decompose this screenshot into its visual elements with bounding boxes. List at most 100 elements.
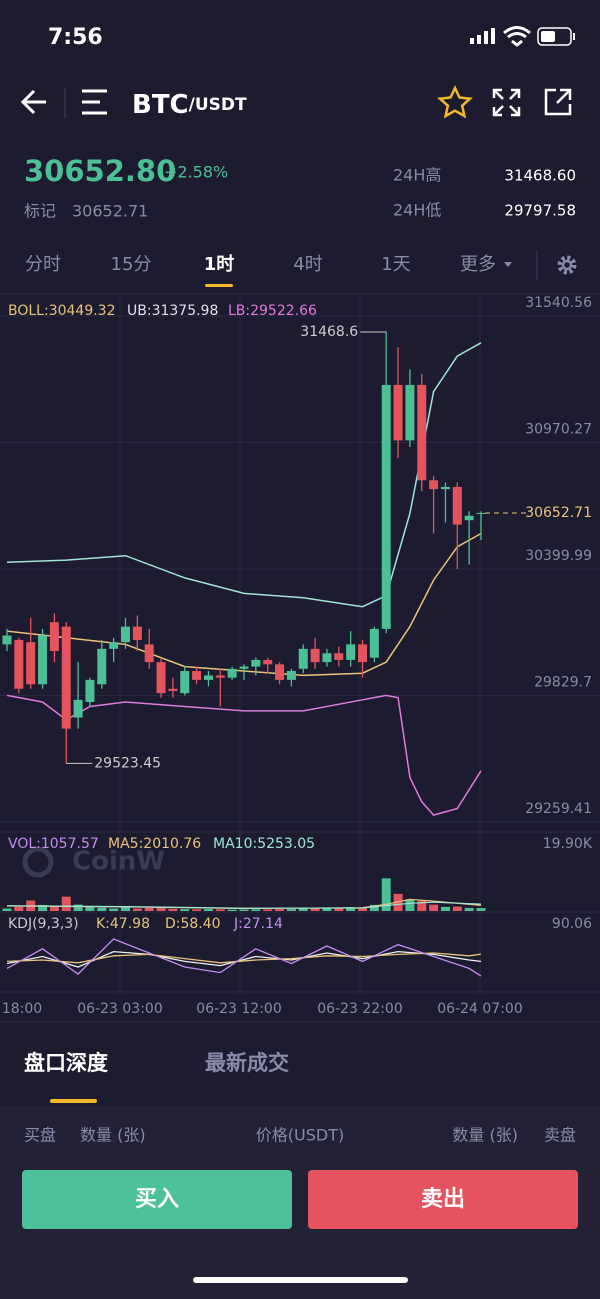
candle-body [239,666,249,669]
price-change: +2.58% [164,163,228,182]
max-label: 31468.6 [300,324,358,340]
kdj-legend: KDJ(9,3,3) [8,916,79,932]
bottom-tab[interactable]: 盘口深度 [24,1051,108,1075]
low-label: 24H低 [393,201,441,220]
home-indicator [193,1277,408,1283]
column-header: 数量 (张) [452,1126,518,1145]
y-tick-label: 31540.56 [525,295,592,311]
kdj-line [6,952,482,964]
candle-body [369,628,379,658]
candle-body [192,671,202,680]
bottom-tab[interactable]: 最新成交 [205,1051,289,1075]
kdj-legend: K:47.98 [96,916,150,932]
interval-tab[interactable]: 1天 [381,254,410,275]
min-label: 29523.45 [94,755,161,771]
high-label: 24H高 [393,166,441,185]
volume-legend: MA10:5253.05 [213,836,315,852]
volume-bar [322,908,332,911]
volume-bar [73,904,83,911]
kdj-legend: D:58.40 [165,916,221,932]
candle-body [73,699,83,718]
share-button[interactable] [544,88,572,116]
dropdown-caret [504,262,512,267]
buy-button[interactable] [22,1170,292,1229]
volume-bar [346,907,356,911]
candle-body [144,644,154,663]
candle-body [346,644,356,660]
volume-bar [251,909,261,911]
candle-body [393,384,403,441]
signal-icon [470,28,495,44]
candle-body [334,653,344,660]
volume-bar [405,899,415,911]
watermark: CoinW [72,847,165,877]
candle-body [49,622,59,652]
volume-bar [38,904,48,911]
interval-tab[interactable]: 分时 [25,254,61,275]
fullscreen-button[interactable] [492,88,521,117]
settings-button[interactable] [557,255,577,275]
last-price: 30652.80 [24,154,176,188]
kdj-line [6,938,482,977]
candle-body [358,644,367,663]
volume-bar [275,909,285,911]
volume-bar [358,907,367,911]
volume-bar [192,909,202,911]
volume-bar [61,896,71,911]
candle-body [97,648,107,685]
back-button[interactable] [20,89,46,115]
y-tick-label: 30399.99 [525,548,592,564]
candle-body [298,648,308,669]
watermark-logo [22,846,54,878]
candle-body [275,664,285,680]
indicator-legend: LB:29522.66 [228,303,317,319]
column-header: 卖盘 [544,1126,576,1145]
menu-button[interactable] [82,89,107,115]
volume-bar [49,906,59,911]
candle-body [26,642,36,685]
candle-body [61,626,71,729]
volume-legend: VOL:1057.57 [8,836,99,852]
volume-bar [14,906,24,911]
symbol-quote: /USDT [189,95,247,115]
indicator-legend: BOLL:30449.32 [8,303,116,319]
last-price-label: 30652.71 [525,505,592,521]
volume-bar [203,909,213,911]
candle-body [168,688,178,691]
volume-bar [429,904,439,911]
x-tick-label: 06-23 12:00 [196,1001,281,1017]
candle-body [452,486,462,525]
bollinger-line [6,342,482,608]
volume-bar [263,909,273,911]
x-tick-label: 06-24 07:00 [437,1001,522,1017]
candle-body [464,515,474,521]
interval-tab[interactable]: 15分 [111,254,152,275]
indicator-legend: UB:31375.98 [127,303,218,319]
favorite-button[interactable] [437,85,473,119]
volume-bar [132,908,142,911]
volume-bar [215,909,225,911]
volume-bar [156,907,166,911]
interval-tab[interactable]: 4时 [293,254,322,275]
interval-indicator [205,284,233,287]
volume-ma-line [6,901,482,909]
column-header: 买盘 [24,1126,56,1145]
volume-bar [440,906,450,911]
interval-tab[interactable]: 1时 [204,254,235,275]
symbol: BTC/USDT [132,90,247,120]
candle-body [405,384,415,441]
buy-label: 买入 [135,1187,179,1212]
x-tick-label: 06-23 22:00 [317,1001,402,1017]
candle-body [132,626,142,640]
sell-label: 卖出 [421,1186,465,1212]
volume-bar [180,909,190,911]
wifi-icon [503,26,531,47]
candle-body [215,675,225,678]
interval-tab[interactable]: 更多 [460,254,496,275]
volume-bar [369,904,379,911]
volume-bar [286,909,296,911]
candle-body [85,679,95,703]
volume-bar [381,878,391,911]
volume-bar [310,907,320,911]
sell-button[interactable] [308,1170,578,1229]
